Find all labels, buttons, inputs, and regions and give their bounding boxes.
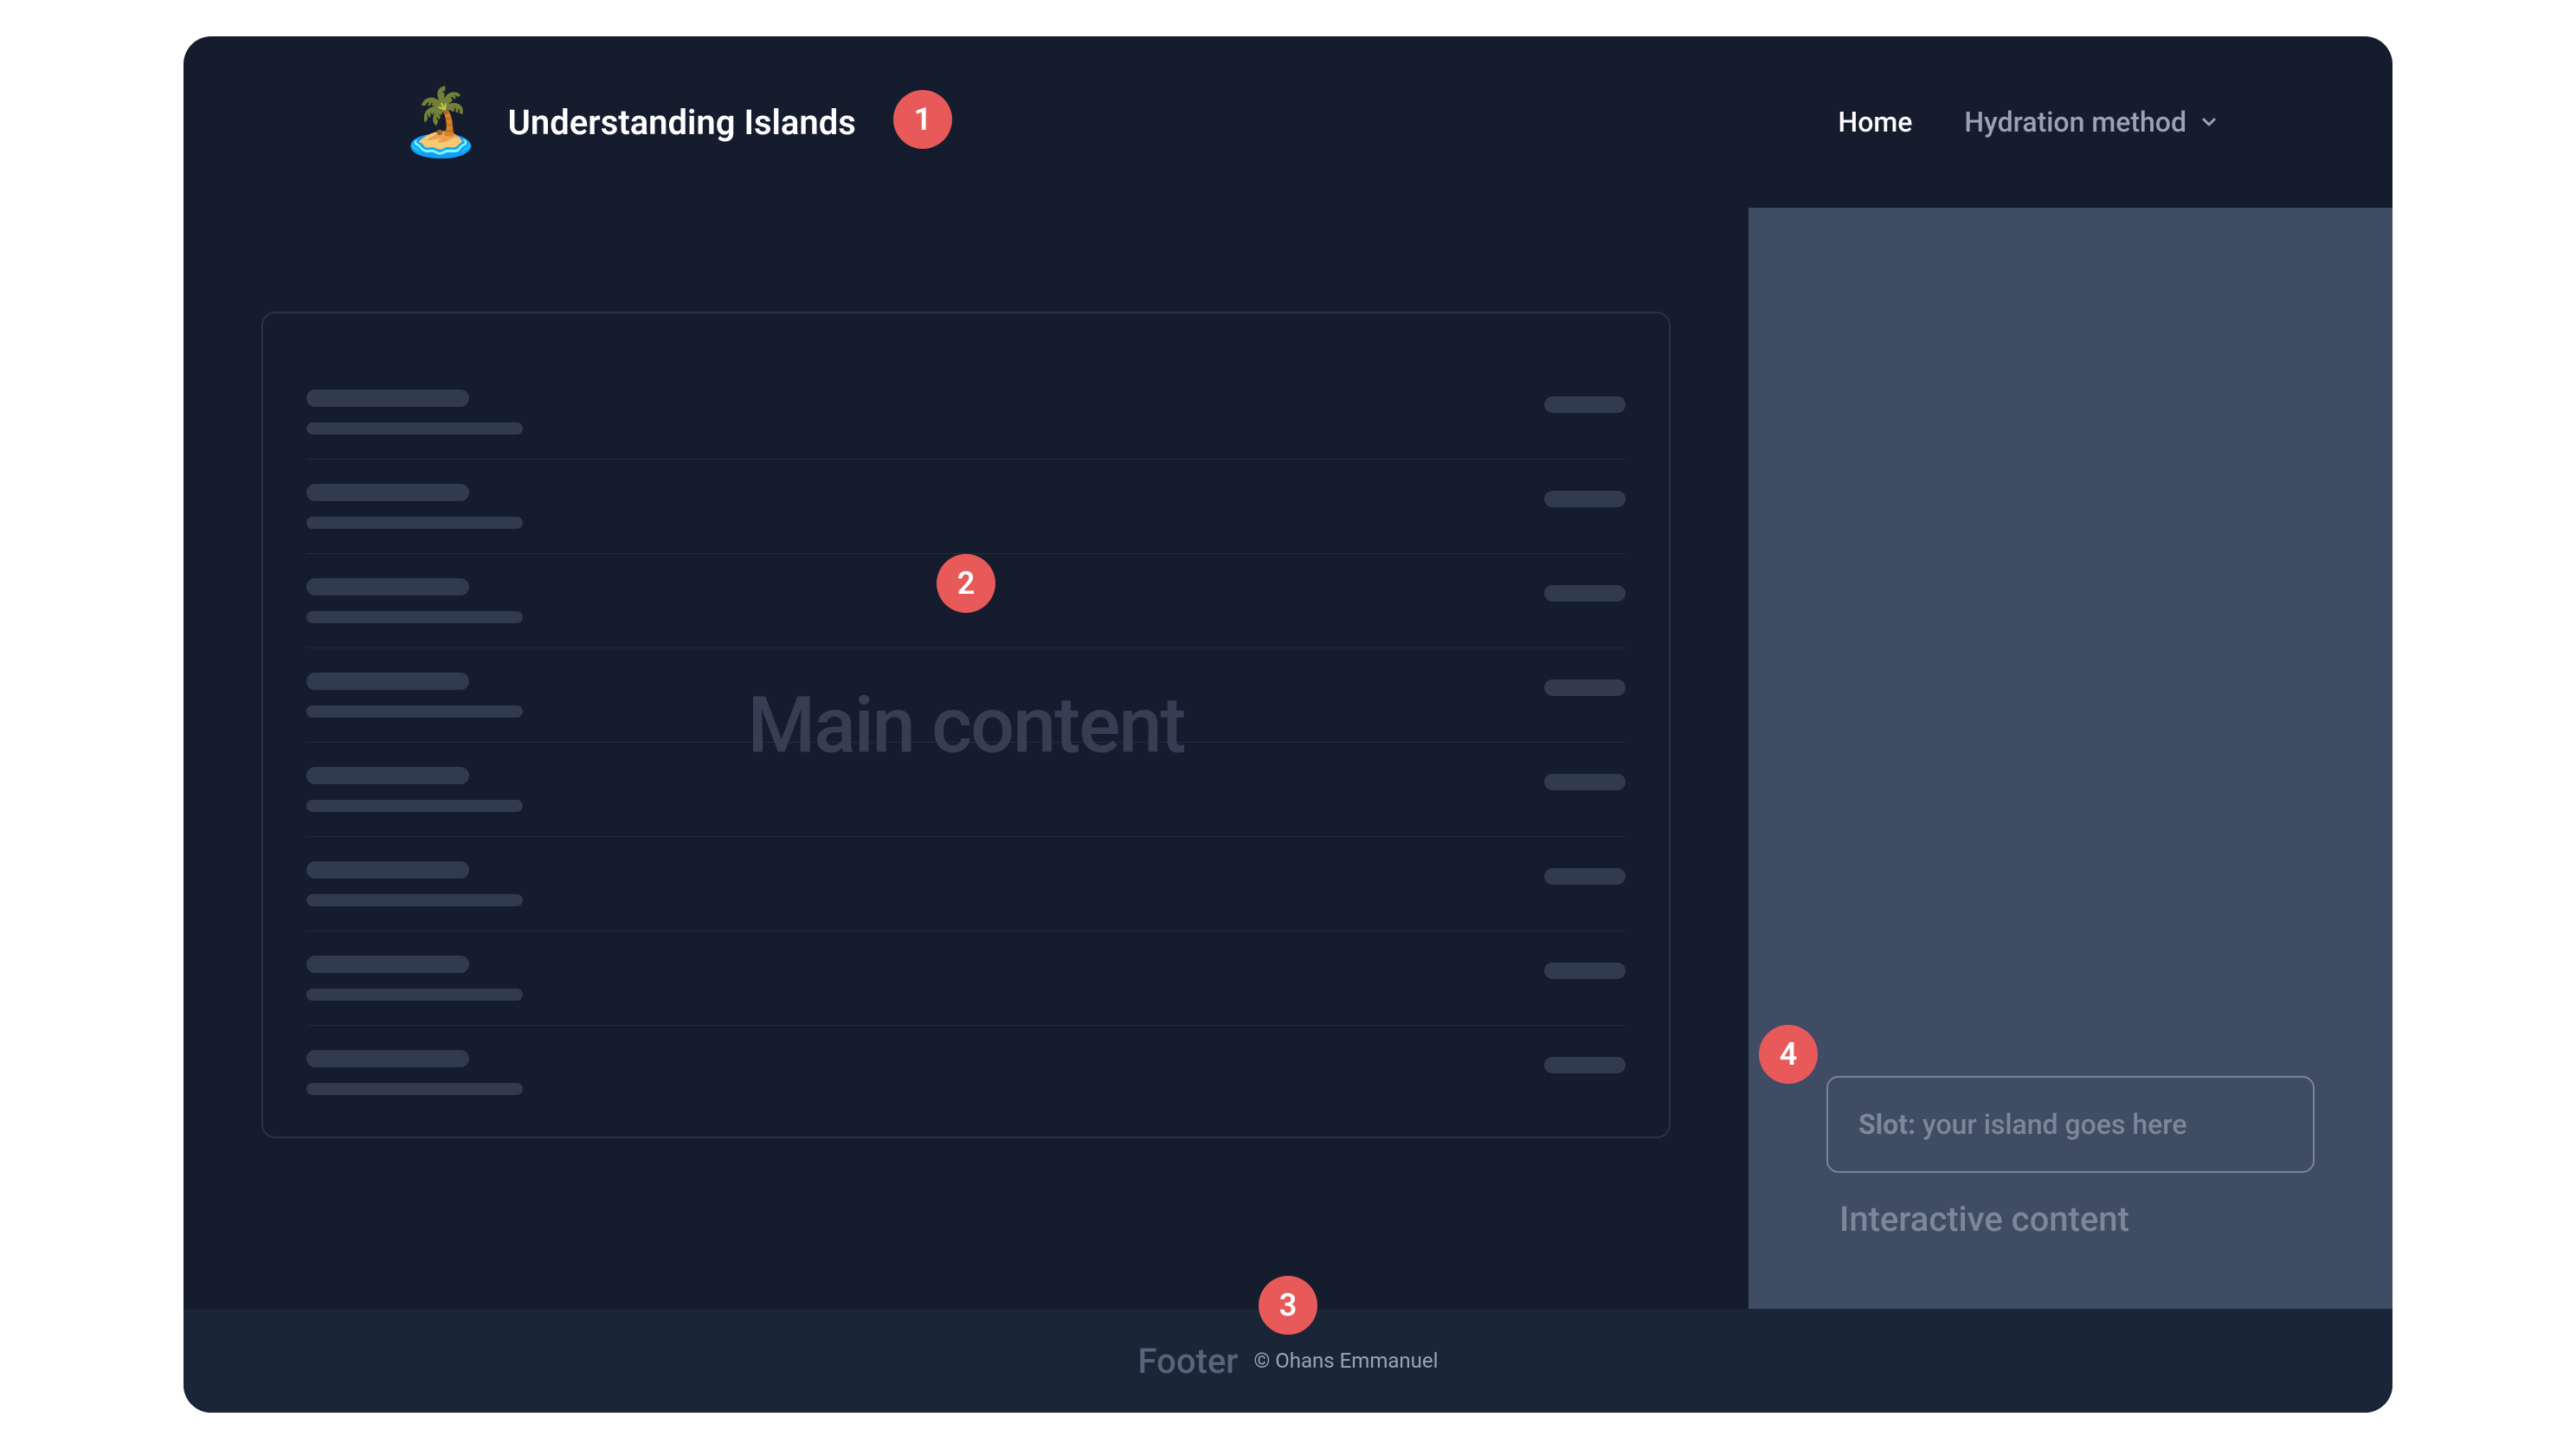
sidebar: Slot: your island goes here Interactive …: [1748, 208, 2392, 1309]
placeholder-bar: [1544, 585, 1626, 602]
list-row-text: [306, 390, 523, 435]
header: 🏝️ Understanding Islands Home Hydration …: [184, 36, 2392, 208]
list-row-text: [306, 1050, 523, 1095]
page-title: Understanding Islands: [508, 102, 856, 143]
main-area: Main content: [184, 208, 1748, 1309]
placeholder-bar: [306, 1050, 469, 1067]
placeholder-bar: [1544, 491, 1626, 507]
list-row-text: [306, 861, 523, 906]
app-window: 🏝️ Understanding Islands Home Hydration …: [184, 36, 2392, 1413]
placeholder-bar: [306, 484, 469, 501]
nav-home-link[interactable]: Home: [1839, 106, 1913, 138]
list-row: [306, 931, 1626, 1026]
list-row-text: [306, 578, 523, 623]
footer-copyright: © Ohans Emmanuel: [1253, 1349, 1438, 1373]
slot-box: Slot: your island goes here: [1826, 1076, 2315, 1173]
callout-3: 3: [1259, 1276, 1317, 1335]
list-row-text: [306, 956, 523, 1001]
callout-1: 1: [893, 90, 952, 149]
placeholder-bar: [1544, 396, 1626, 413]
placeholder-bar: [306, 1083, 523, 1095]
list-row: [306, 1026, 1626, 1119]
list-row-text: [306, 673, 523, 718]
list-row-text: [306, 767, 523, 812]
callout-4: 4: [1759, 1025, 1818, 1084]
list-row: [306, 460, 1626, 554]
placeholder-bar: [306, 517, 523, 529]
placeholder-bar: [1544, 963, 1626, 979]
placeholder-bar: [306, 673, 469, 690]
placeholder-bar: [306, 894, 523, 906]
placeholder-bar: [306, 956, 469, 973]
placeholder-bar: [306, 422, 523, 435]
placeholder-bar: [1544, 1057, 1626, 1073]
placeholder-bar: [306, 800, 523, 812]
placeholder-bar: [306, 390, 469, 407]
placeholder-bar: [306, 989, 523, 1001]
main-card: Main content: [261, 312, 1671, 1138]
placeholder-bar: [1544, 679, 1626, 696]
nav-hydration-dropdown[interactable]: Hydration method: [1964, 106, 2219, 138]
placeholder-bar: [306, 578, 469, 596]
footer: Footer © Ohans Emmanuel 3: [184, 1309, 2392, 1413]
interactive-content-label: Interactive content: [1826, 1199, 2315, 1240]
placeholder-bar: [306, 767, 469, 784]
list-row: [306, 837, 1626, 931]
placeholder-bar: [306, 861, 469, 879]
placeholder-bar: [306, 611, 523, 623]
slot-text: your island goes here: [1916, 1108, 2186, 1141]
chevron-down-icon: [2199, 112, 2219, 132]
nav-dropdown-label: Hydration method: [1964, 106, 2186, 138]
list-row: [306, 365, 1626, 460]
nav: Home Hydration method: [1839, 106, 2219, 138]
placeholder-bar: [1544, 868, 1626, 885]
slot-label: Slot:: [1858, 1108, 1916, 1141]
footer-title: Footer: [1138, 1341, 1239, 1381]
list-row-text: [306, 484, 523, 529]
placeholder-bar: [1544, 774, 1626, 790]
callout-2: 2: [937, 554, 995, 613]
list-row: [306, 648, 1626, 743]
placeholder-bar: [306, 705, 523, 718]
list-row: [306, 743, 1626, 837]
brand: 🏝️ Understanding Islands: [400, 89, 856, 155]
body: Main content: [184, 208, 2392, 1309]
island-icon: 🏝️: [400, 89, 482, 155]
